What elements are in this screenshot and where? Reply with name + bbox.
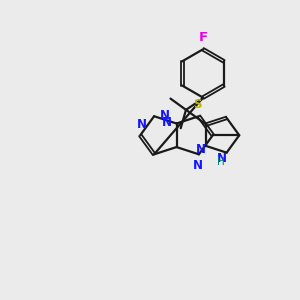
Text: N: N	[217, 152, 227, 165]
Text: N: N	[192, 159, 203, 172]
Text: H: H	[217, 157, 225, 167]
Text: N: N	[161, 116, 172, 129]
Text: N: N	[196, 143, 206, 156]
Text: N: N	[160, 109, 170, 122]
Text: S: S	[193, 98, 201, 111]
Text: N: N	[136, 118, 146, 130]
Text: F: F	[198, 31, 208, 44]
